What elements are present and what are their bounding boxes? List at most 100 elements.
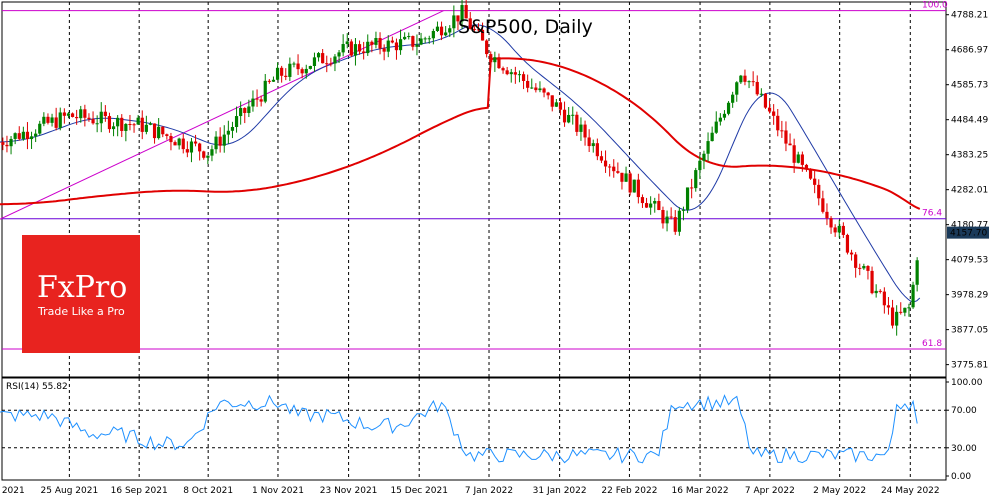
candle-body bbox=[296, 63, 300, 70]
candle-body bbox=[755, 81, 759, 95]
candle-body bbox=[13, 133, 17, 139]
y-tick-label: 4079.53 bbox=[951, 256, 988, 266]
candle-body bbox=[751, 81, 755, 83]
candle-body bbox=[423, 38, 427, 40]
rsi-y-tick-label: 100.00 bbox=[951, 378, 983, 388]
candle-body bbox=[694, 170, 698, 189]
candle-body bbox=[825, 211, 829, 219]
candle-body bbox=[255, 98, 259, 100]
y-tick-label: 4686.97 bbox=[951, 46, 988, 56]
candle-body bbox=[206, 155, 210, 158]
candle-body bbox=[132, 124, 136, 126]
candle-body bbox=[550, 95, 554, 107]
candle-body bbox=[591, 143, 595, 147]
rsi-plot-area bbox=[1, 377, 947, 481]
x-tick-label: 1 Nov 2021 bbox=[252, 486, 304, 496]
candle-body bbox=[288, 63, 292, 77]
candle-body bbox=[46, 116, 50, 123]
candle-body bbox=[378, 38, 382, 49]
candle-body bbox=[99, 111, 103, 124]
candle-body bbox=[792, 145, 796, 163]
candle-body bbox=[362, 51, 366, 54]
candle-body bbox=[722, 113, 727, 118]
candle-body bbox=[526, 80, 530, 88]
candle-body bbox=[222, 134, 226, 146]
candle-body bbox=[341, 44, 345, 53]
candle-body bbox=[435, 26, 440, 31]
candle-body bbox=[62, 112, 66, 116]
candle-body bbox=[165, 134, 169, 136]
x-tick-label: 7 Jan 2022 bbox=[465, 486, 513, 496]
candle-body bbox=[29, 136, 34, 140]
candle-body bbox=[83, 109, 87, 118]
rsi-y-tick-label: 70.00 bbox=[951, 406, 977, 416]
candle-body bbox=[538, 88, 542, 91]
candle-body bbox=[17, 133, 21, 139]
candle-body bbox=[821, 198, 825, 212]
candle-body bbox=[661, 209, 665, 224]
candle-body bbox=[579, 124, 583, 132]
candle-body bbox=[817, 184, 821, 199]
fib-level-label: 61.8 bbox=[922, 339, 942, 349]
candle-body bbox=[772, 111, 776, 116]
candle-body bbox=[243, 108, 247, 113]
candle-body bbox=[292, 63, 296, 65]
candle-body bbox=[780, 130, 784, 132]
candle-body bbox=[849, 252, 854, 255]
candle-body bbox=[829, 218, 833, 228]
candle-body bbox=[280, 67, 284, 76]
candle-body bbox=[218, 136, 222, 146]
candle-body bbox=[845, 234, 850, 253]
candle-body bbox=[726, 102, 731, 114]
candle-body bbox=[124, 123, 128, 131]
candle-body bbox=[620, 172, 624, 182]
candle-body bbox=[349, 41, 353, 56]
rsi-title: RSI(14) 55.82 bbox=[6, 382, 68, 392]
candle-body bbox=[612, 166, 616, 172]
candle-body bbox=[608, 166, 612, 168]
candle-body bbox=[444, 32, 448, 36]
candle-body bbox=[784, 130, 788, 144]
candle-body bbox=[890, 307, 895, 326]
y-tick-label: 4383.25 bbox=[951, 151, 988, 161]
candle-body bbox=[5, 144, 9, 147]
logo-tagline: Trade Like a Pro bbox=[38, 305, 125, 318]
ma-slow-line bbox=[0, 57, 921, 210]
candle-body bbox=[415, 44, 419, 47]
candle-body bbox=[321, 53, 325, 64]
candle-body bbox=[804, 164, 809, 170]
candle-body bbox=[595, 143, 599, 157]
candles bbox=[0, 0, 919, 336]
y-tick-label: 4282.01 bbox=[951, 186, 988, 196]
candle-body bbox=[75, 116, 79, 119]
candle-body bbox=[308, 65, 312, 69]
candle-body bbox=[813, 178, 817, 185]
x-tick-label: 3 Aug 2021 bbox=[0, 486, 25, 496]
candle-body bbox=[226, 130, 230, 135]
candle-body bbox=[239, 108, 243, 117]
candle-body bbox=[42, 116, 46, 124]
candle-body bbox=[554, 102, 558, 107]
candle-body bbox=[271, 79, 276, 82]
candle-body bbox=[562, 109, 567, 123]
candle-body bbox=[152, 123, 157, 139]
x-tick-label: 24 May 2022 bbox=[881, 486, 940, 496]
candle-body bbox=[161, 126, 165, 135]
x-tick-label: 8 Oct 2021 bbox=[183, 486, 233, 496]
candle-body bbox=[747, 81, 751, 83]
candle-body bbox=[685, 187, 690, 210]
candle-body bbox=[79, 109, 83, 119]
candle-body bbox=[493, 57, 497, 63]
candle-body bbox=[247, 106, 251, 113]
candle-body bbox=[800, 154, 804, 165]
candle-body bbox=[460, 5, 464, 22]
candle-body bbox=[911, 284, 915, 308]
candle-body bbox=[870, 270, 874, 294]
candle-body bbox=[353, 44, 358, 56]
candle-body bbox=[690, 187, 694, 189]
candle-body bbox=[173, 142, 177, 146]
candle-body bbox=[66, 113, 71, 116]
x-tick-label: 31 Jan 2022 bbox=[533, 486, 587, 496]
candle-body bbox=[485, 40, 489, 55]
candle-body bbox=[107, 116, 112, 130]
